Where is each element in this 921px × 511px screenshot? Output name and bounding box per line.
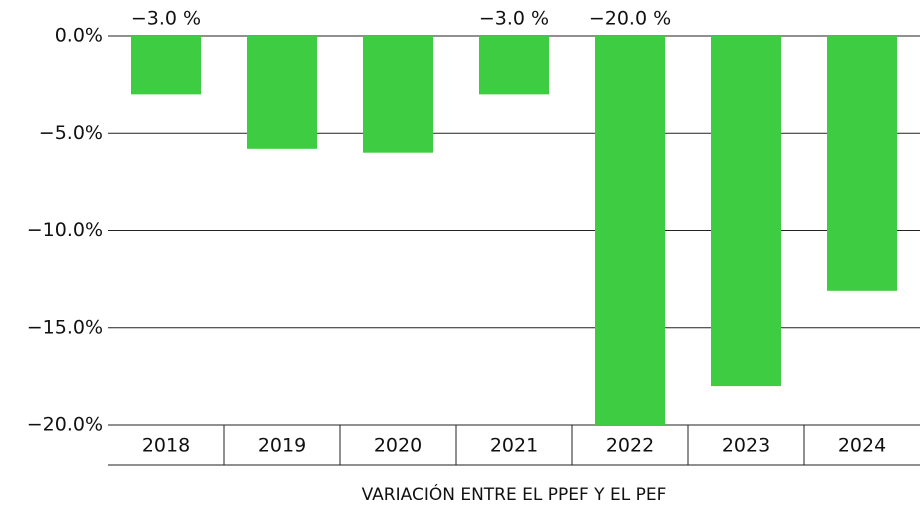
x-tick-label: 2022 (606, 435, 654, 457)
x-axis-title: VARIACIÓN ENTRE EL PPEF Y EL PEF (362, 483, 667, 505)
y-tick-label: 0.0% (55, 25, 103, 47)
y-tick-label: −5.0% (39, 122, 103, 144)
bar (827, 36, 897, 291)
value-label: −3.0 % (479, 8, 549, 30)
bar (479, 36, 549, 95)
bar (595, 36, 665, 425)
x-tick-label: 2023 (722, 435, 770, 457)
x-tick-label: 2019 (258, 435, 306, 457)
bar (711, 36, 781, 387)
x-tick-label: 2024 (838, 435, 886, 457)
bar (131, 36, 201, 95)
y-tick-label: −15.0% (27, 316, 103, 338)
x-tick-label: 2020 (374, 435, 422, 457)
x-tick-label: 2021 (490, 435, 538, 457)
value-label: −20.0 % (589, 8, 671, 30)
y-tick-label: −10.0% (27, 219, 103, 241)
x-tick-label: 2018 (142, 435, 190, 457)
value-label: −3.0 % (131, 8, 201, 30)
bar (247, 36, 317, 149)
y-tick-label: −20.0% (27, 414, 103, 436)
bar (363, 36, 433, 153)
